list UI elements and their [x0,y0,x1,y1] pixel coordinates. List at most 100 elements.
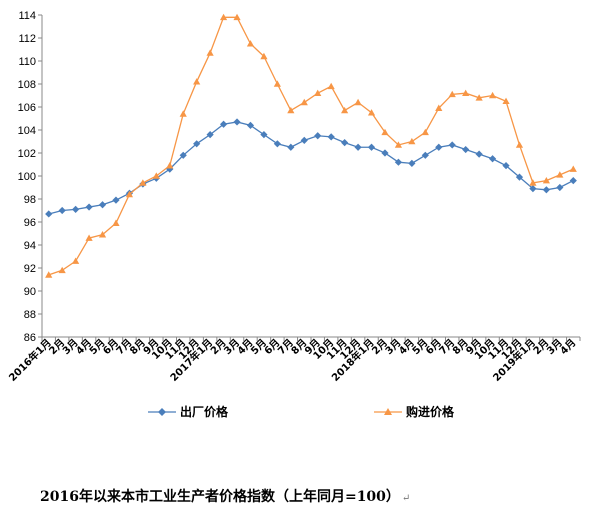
data-point [327,133,335,141]
data-point [354,98,362,106]
data-point [219,120,228,128]
data-point [260,52,268,60]
data-point [529,185,537,193]
data-point [529,179,537,186]
y-tick-label: 102 [18,148,36,160]
data-point [435,104,443,111]
y-tick-label: 110 [18,56,36,68]
data-point [314,89,322,96]
data-point [112,219,120,226]
return-mark-icon: ↵ [401,493,411,504]
data-point [287,106,295,114]
x-tick-label: 4月 [558,337,578,357]
data-point [502,97,510,105]
legend: 出厂价格 购进价格 [148,404,455,419]
data-point [246,121,255,129]
data-point [367,143,376,151]
data-point [462,89,470,96]
x-axis: 2016年1月2月3月4月5月6月7月8月9月10月11月12月2017年1月2… [6,336,581,384]
data-point [421,151,429,159]
data-point [381,128,389,136]
data-point [341,106,349,114]
y-tick-label: 96 [24,217,36,229]
data-point [381,149,389,157]
y-tick-label: 114 [18,10,36,22]
data-point [98,231,107,238]
y-tick-label: 86 [24,332,36,344]
data-point [58,266,66,274]
data-point [273,80,281,87]
legend-marker-triangle [384,408,392,415]
y-tick-label: 88 [24,309,36,321]
data-point [45,210,53,218]
y-tick-label: 92 [24,263,36,275]
data-point [515,173,524,181]
data-point [85,203,93,211]
data-point [475,94,483,101]
y-tick-label: 100 [18,171,36,183]
data-point [260,131,268,139]
legend-label-factory: 出厂价格 [180,404,229,419]
data-point [72,205,80,213]
data-point [45,271,53,278]
data-point [233,13,241,21]
caption-text: 2016年以来本市工业生产者价格指数（上年同月=100） [40,489,400,505]
y-axis: 86 88 90 92 94 96 98 100 102 104 106 108 110 112 114 [18,10,43,344]
data-point [462,145,470,154]
data-point [341,139,349,147]
y-tick-label: 90 [24,286,36,298]
data-point [435,143,443,151]
data-point [166,162,174,169]
data-point [327,82,335,90]
data-point [179,110,187,117]
data-point [287,143,295,151]
data-point [219,13,228,21]
data-point [85,234,93,241]
data-point [448,141,456,149]
series-1 [45,13,577,278]
legend-label-purchase: 购进价格 [406,404,455,419]
data-point [179,151,187,159]
data-point [300,136,308,144]
chart-caption: 2016年以来本市工业生产者价格指数（上年同月=100） ↵ [40,486,410,506]
data-point [394,158,403,166]
data-point [206,131,214,139]
data-point [502,162,510,170]
data-point [569,177,577,185]
data-point [246,40,255,47]
data-point [421,128,429,136]
y-tick-label: 106 [18,102,36,114]
data-point [556,183,564,192]
data-point [139,179,147,186]
data-point [408,137,416,145]
y-tick-label: 104 [18,125,36,137]
data-point [367,109,376,116]
series-line [48,16,574,276]
data-point [125,190,134,198]
data-point [233,118,241,126]
data-point [488,91,497,99]
data-point [206,49,214,56]
data-point [58,206,66,215]
data-point [556,171,564,178]
data-point [72,257,80,264]
data-point [112,196,120,204]
data-point [193,140,201,148]
data-point [448,90,456,98]
data-point [98,201,107,209]
data-point [408,159,416,167]
data-point [515,141,524,148]
series-layer [45,13,577,278]
data-point [354,143,362,151]
y-tick-label: 94 [24,240,36,252]
data-point [542,186,550,194]
data-point [542,177,550,184]
data-point [488,155,497,163]
data-point [300,98,308,106]
data-point [569,165,577,172]
data-point [475,150,483,158]
data-point [314,132,322,140]
data-point [152,172,160,179]
legend-marker-diamond [158,408,166,416]
